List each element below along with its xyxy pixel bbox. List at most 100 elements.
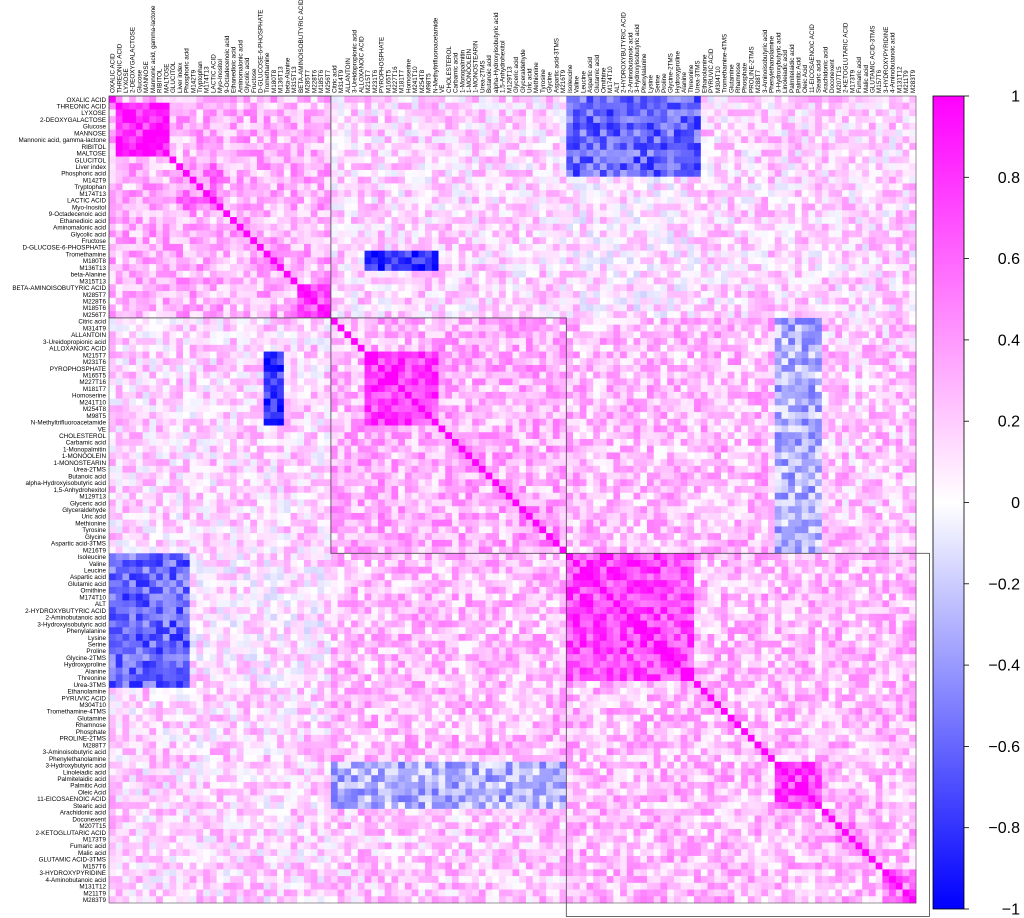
heatmap-cell	[774, 277, 782, 285]
heatmap-cell	[525, 143, 534, 151]
heatmap-cell	[532, 291, 540, 299]
heatmap-cell	[694, 136, 702, 144]
heatmap-cell	[425, 351, 433, 359]
heatmap-cell	[707, 122, 715, 130]
heatmap-cell	[673, 358, 681, 366]
heatmap-cell	[868, 284, 876, 292]
heatmap-cell	[263, 351, 271, 359]
heatmap-cell	[788, 297, 796, 305]
heatmap-cell	[593, 176, 601, 184]
heatmap-cell	[761, 311, 769, 319]
heatmap-cell	[687, 358, 695, 366]
heatmap-cell	[741, 96, 749, 104]
heatmap-cell	[512, 230, 520, 238]
heatmap-cell	[552, 250, 560, 258]
heatmap-cell	[465, 129, 473, 137]
heatmap-cell	[667, 277, 675, 285]
heatmap-cell	[525, 358, 534, 366]
heatmap-cell	[640, 304, 648, 312]
heatmap-cell	[115, 96, 123, 104]
heatmap-cell	[875, 365, 883, 373]
heatmap-cell	[714, 297, 722, 305]
heatmap-cell	[364, 203, 372, 211]
heatmap-cell	[445, 190, 453, 198]
heatmap-cell	[586, 257, 594, 265]
heatmap-cell	[909, 365, 917, 373]
heatmap-cell	[236, 250, 244, 258]
heatmap-cell	[640, 169, 648, 178]
heatmap-cell	[774, 257, 782, 265]
heatmap-cell	[357, 284, 365, 292]
heatmap-cell	[768, 291, 776, 299]
heatmap-cell	[344, 122, 352, 130]
heatmap-cell	[404, 203, 412, 211]
heatmap-cell	[895, 102, 903, 110]
heatmap-cell	[512, 163, 520, 171]
heatmap-cell	[774, 358, 782, 366]
heatmap-cell	[801, 176, 809, 184]
heatmap-cell	[647, 203, 655, 211]
heatmap-cell	[149, 210, 157, 218]
heatmap-cell	[176, 317, 184, 325]
heatmap-cell	[653, 317, 661, 325]
heatmap-cell	[700, 250, 708, 258]
heatmap-cell	[304, 237, 312, 245]
heatmap-cell	[613, 109, 621, 117]
heatmap-cell	[552, 365, 560, 373]
heatmap-cell	[640, 311, 648, 319]
heatmap-cell	[808, 365, 816, 373]
heatmap-cell	[586, 176, 594, 184]
heatmap-cell	[391, 270, 399, 278]
heatmap-cell	[902, 149, 910, 157]
heatmap-cell	[667, 149, 675, 157]
heatmap-cell	[404, 169, 412, 178]
heatmap-cell	[781, 223, 789, 231]
heatmap-cell	[263, 156, 271, 164]
heatmap-cell	[472, 109, 480, 117]
heatmap-cell	[552, 351, 560, 359]
heatmap-cell	[425, 338, 433, 346]
heatmap-cell	[889, 277, 897, 285]
heatmap-cell	[862, 237, 870, 245]
heatmap-cell	[902, 116, 910, 124]
heatmap-cell	[485, 196, 493, 204]
heatmap-cell	[667, 183, 675, 191]
heatmap-cell	[378, 277, 386, 285]
heatmap-cell	[727, 109, 735, 117]
heatmap-cell	[842, 102, 850, 110]
heatmap-cell	[889, 324, 897, 332]
heatmap-cell	[559, 176, 567, 184]
heatmap-cell	[472, 163, 480, 171]
heatmap-cell	[532, 297, 540, 305]
heatmap-cell	[142, 149, 150, 157]
heatmap-cell	[337, 102, 345, 110]
heatmap-cell	[230, 156, 238, 164]
heatmap-cell	[317, 297, 325, 305]
heatmap-cell	[418, 149, 426, 157]
heatmap-cell	[727, 116, 735, 124]
heatmap-cell	[660, 243, 668, 252]
heatmap-cell	[277, 304, 285, 312]
heatmap-cell	[290, 311, 298, 319]
heatmap-cell	[727, 257, 735, 265]
heatmap-cell	[687, 223, 695, 231]
heatmap-cell	[344, 311, 352, 319]
heatmap-cell	[855, 196, 863, 204]
heatmap-cell	[250, 116, 258, 124]
heatmap-cell	[256, 129, 265, 137]
heatmap-cell	[418, 136, 426, 144]
heatmap-cell	[875, 358, 883, 366]
heatmap-cell	[620, 291, 628, 299]
heatmap-cell	[546, 156, 554, 164]
heatmap-cell	[169, 371, 177, 379]
heatmap-cell	[357, 250, 365, 258]
heatmap-cell	[781, 331, 789, 339]
heatmap-cell	[189, 116, 197, 124]
heatmap-cell	[243, 311, 251, 319]
heatmap-cell	[505, 102, 513, 110]
heatmap-cell	[277, 163, 285, 171]
heatmap-cell	[579, 143, 587, 151]
heatmap-cell	[196, 203, 204, 211]
heatmap-cell	[727, 317, 735, 325]
heatmap-cell	[895, 338, 903, 346]
